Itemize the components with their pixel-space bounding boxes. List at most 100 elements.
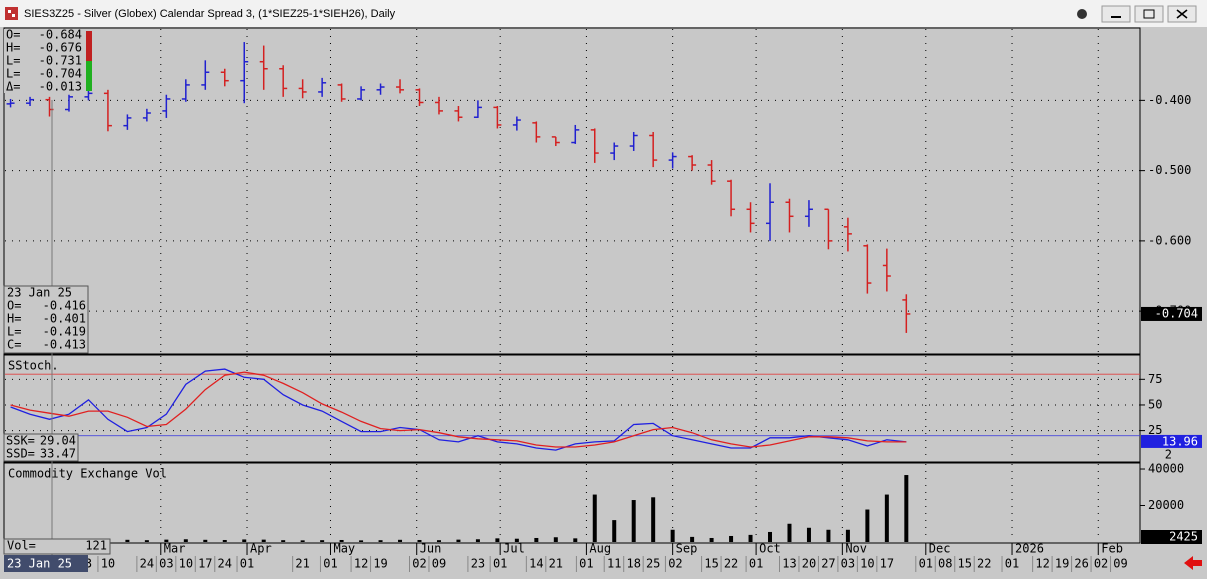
- readout-label: H=: [6, 41, 20, 55]
- x-day-label: 15: [704, 557, 718, 571]
- x-month-label: Jul: [503, 542, 525, 556]
- y-tick-label: -0.400: [1148, 93, 1191, 107]
- pin-button[interactable]: [1077, 9, 1087, 19]
- x-day-label: 01: [1005, 557, 1019, 571]
- volume-bar: [514, 538, 519, 542]
- x-day-label: 01: [493, 557, 507, 571]
- x-day-label: 01: [579, 557, 593, 571]
- x-day-label: 19: [1055, 557, 1069, 571]
- cursor-label: SSK=: [6, 434, 35, 448]
- volume-bar: [144, 540, 149, 542]
- x-day-label: 22: [977, 557, 991, 571]
- x-month-label: May: [333, 542, 355, 556]
- cursor-volume-box: [3, 538, 111, 555]
- volume-bar: [573, 538, 578, 542]
- cursor-box: [3, 285, 89, 354]
- readout-label: Δ=: [6, 80, 20, 94]
- x-month-label: Nov: [845, 542, 867, 556]
- app-icon-dot: [12, 14, 15, 17]
- x-month-label: Oct: [759, 542, 781, 556]
- volume-bar: [164, 539, 169, 542]
- x-day-label: 01: [323, 557, 337, 571]
- window-title: SIES3Z25 - Silver (Globex) Calendar Spre…: [24, 8, 396, 20]
- volume-bar: [359, 540, 364, 542]
- volume-bar: [398, 539, 403, 542]
- readout-label: O=: [6, 28, 20, 42]
- scroll-arrow[interactable]: [1184, 556, 1202, 570]
- volume-bar: [729, 535, 734, 542]
- y-tick-label: 50: [1148, 397, 1162, 411]
- x-day-label: 12: [1035, 557, 1049, 571]
- x-month-label: Apr: [250, 542, 272, 556]
- readout-value: -0.731: [39, 54, 82, 68]
- cursor-date-box: [4, 555, 88, 572]
- volume-bar: [612, 520, 617, 542]
- volume-bar: [787, 523, 792, 542]
- x-day-label: 02: [412, 557, 426, 571]
- cursor-value: 33.47: [40, 447, 76, 461]
- minimize-button[interactable]: [1101, 5, 1131, 23]
- cursor-volume-value: 121: [85, 539, 107, 553]
- readout: O= -0.684 H= -0.676 L= -0.731 L= -0.704 Δ= -0.013: [6, 28, 82, 94]
- x-month-label: 2026: [1015, 542, 1044, 556]
- x-day-label: 20: [802, 557, 816, 571]
- x-day-label: 27: [821, 557, 835, 571]
- x-day-label: 03: [159, 557, 173, 571]
- last-value-box: [1141, 434, 1202, 448]
- x-day-label: 26: [1074, 557, 1088, 571]
- volume-bar: [281, 540, 286, 542]
- x-day-label: 14: [529, 557, 543, 571]
- cursor-date: 23 Jan 25: [7, 286, 72, 300]
- x-day-label: 3: [85, 557, 92, 571]
- readout-bar-red: [86, 31, 92, 61]
- x-month-label: Jun: [420, 542, 442, 556]
- last-value-box: [1141, 530, 1202, 544]
- volume-bar: [553, 537, 558, 542]
- volume-bar: [242, 539, 247, 542]
- x-day-label: 01: [749, 557, 763, 571]
- volume-bar: [436, 540, 441, 542]
- cursor-value: -0.401: [43, 312, 86, 326]
- volume-bar: [378, 540, 383, 542]
- cursor-date-axis: 23 Jan 25: [7, 557, 72, 571]
- cursor-value: 29.04: [40, 434, 76, 448]
- cursor-label: H=: [7, 312, 21, 326]
- readout-value: -0.676: [39, 41, 82, 55]
- x-month-label: Feb: [1101, 542, 1123, 556]
- panel-title: Commodity Exchange Vol: [8, 467, 167, 481]
- readout-label: L=: [6, 67, 20, 81]
- readout-label: L=: [6, 54, 20, 68]
- x-day-label: 13: [782, 557, 796, 571]
- x-day-label: 25: [646, 557, 660, 571]
- volume-bar: [865, 509, 870, 542]
- maximize-button[interactable]: [1134, 5, 1164, 23]
- x-day-label: 22: [724, 557, 738, 571]
- x-day-label: 18: [626, 557, 640, 571]
- x-day-label: 12: [354, 557, 368, 571]
- x-day-label: 01: [240, 557, 254, 571]
- cursor-volume-label: Vol=: [7, 539, 36, 553]
- maximize-icon: [1143, 9, 1155, 19]
- volume-bar: [183, 539, 188, 542]
- x-day-label: 24: [218, 557, 232, 571]
- volume-bar: [534, 537, 539, 542]
- last-value-box: [1141, 306, 1202, 321]
- x-day-label: 19: [373, 557, 387, 571]
- cursor-label: L=: [7, 325, 21, 339]
- x-month-label: Mar: [164, 542, 186, 556]
- app-icon: [5, 7, 18, 20]
- y-tick-label: 20000: [1148, 498, 1184, 512]
- volume-bar: [748, 534, 753, 542]
- volume-bar: [261, 539, 266, 542]
- y-tick-label: 40000: [1148, 462, 1184, 476]
- volume-bar: [631, 500, 636, 542]
- x-day-label: 08: [938, 557, 952, 571]
- volume-bar: [806, 527, 811, 542]
- x-month-label: Sep: [676, 542, 698, 556]
- volume-bar: [845, 529, 850, 542]
- stoch-panel: [3, 354, 1141, 463]
- x-day-label: 02: [1094, 557, 1108, 571]
- readout-box: [4, 29, 86, 93]
